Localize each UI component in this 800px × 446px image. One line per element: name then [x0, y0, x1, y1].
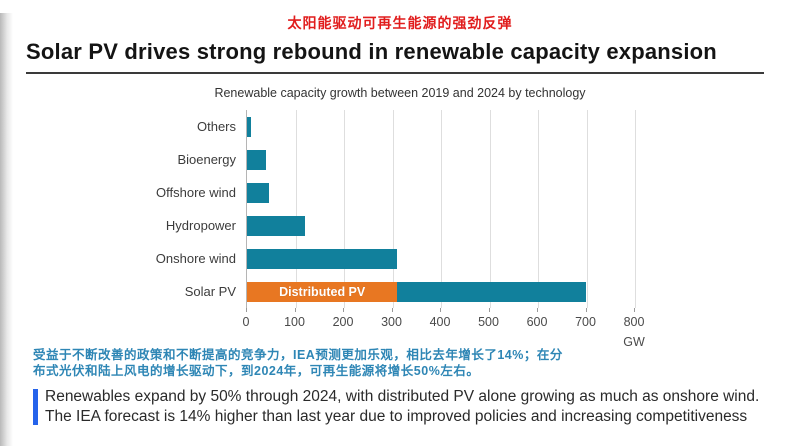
- axis-unit-label: GW: [623, 335, 645, 349]
- category-label-onshore-wind: Onshore wind: [155, 251, 236, 266]
- bar-row-onshore-wind: [247, 242, 635, 275]
- summary-line1: Renewables expand by 50% through 2024, w…: [45, 387, 760, 405]
- bar-segment-distributed-pv: Distributed PV: [247, 281, 398, 302]
- bar-bioenergy: [247, 149, 267, 170]
- bar-segment: [247, 149, 267, 170]
- summary-line2: The IEA forecast is 14% higher than last…: [45, 407, 748, 425]
- axis-tick-label-500: 500: [478, 315, 499, 329]
- axis-tick-100: [294, 308, 296, 312]
- distributed-pv-label: Distributed PV: [279, 284, 366, 299]
- axis-tick-label-200: 200: [332, 315, 354, 329]
- bar-segment: [247, 116, 251, 137]
- gridline-800: [635, 110, 636, 308]
- axis-tick-label-400: 400: [429, 315, 451, 329]
- bar-segment: [397, 281, 587, 302]
- bar-hydropower: [247, 215, 306, 236]
- plot-area: Distributed PV: [246, 110, 636, 308]
- bar-offshore-wind: [247, 182, 269, 203]
- axis-tick-600: [537, 308, 538, 312]
- axis-tick-500: [488, 308, 490, 312]
- bar-row-solar-pv: Distributed PV: [247, 275, 635, 308]
- gridline-700: [586, 110, 588, 308]
- gridline-500: [489, 110, 491, 308]
- chart-title: Renewable capacity growth between 2019 a…: [214, 86, 586, 100]
- gridline-600: [538, 110, 539, 308]
- category-axis: Others Bioenergy Offshore wind Hydropower On…: [146, 110, 246, 308]
- bar-row-bioenergy: [247, 143, 635, 176]
- axis-tick-label-800: 800: [623, 315, 645, 329]
- gridline-400: [441, 110, 442, 308]
- axis-tick-label-700: 700: [575, 315, 596, 329]
- axis-tick-label-600: 600: [526, 315, 548, 329]
- renewable-capacity-chart: Others Bioenergy Offshore wind Hydropower On…: [146, 110, 646, 349]
- page-edge-shadow: [0, 13, 13, 446]
- category-label-hydropower: Hydropower: [165, 218, 236, 233]
- callout-accent-bar: [33, 388, 38, 425]
- page-title: Solar PV drives strong rebound in renewa…: [26, 39, 717, 64]
- axis-tick-700: [585, 308, 587, 312]
- bar-row-others: [247, 110, 635, 143]
- bar-row-hydropower: [247, 209, 635, 242]
- axis-tick-0: [246, 308, 247, 312]
- axis-tick-300: [391, 308, 393, 312]
- value-axis: 0 100 200 300 400 500 600 700 800 GW: [242, 308, 645, 349]
- bar-others: [247, 116, 251, 137]
- axis-tick-label-300: 300: [381, 315, 402, 329]
- axis-tick-label-100: 100: [284, 315, 305, 329]
- axis-tick-400: [440, 308, 441, 312]
- bar-onshore-wind: [247, 248, 398, 269]
- axis-tick-200: [343, 308, 344, 312]
- bar-segment: [247, 182, 269, 203]
- chinese-title: 太阳能驱动可再生能源的强劲反弹: [287, 15, 513, 31]
- chinese-footnote-line2: 布式光伏和陆上风电的增长驱动下，到2024年，可再生能源将增长50%左右。: [33, 364, 480, 379]
- bar-solar-pv: Distributed PV: [247, 281, 587, 302]
- headline-divider: [26, 72, 764, 74]
- chinese-footnote: 受益于不断改善的政策和不断提高的竞争力，IEA预测更加乐观，相比去年增长了14%…: [33, 347, 800, 380]
- gridline-200: [344, 110, 345, 308]
- category-label-solar-pv: Solar PV: [184, 284, 236, 299]
- category-label-bioenergy: Bioenergy: [177, 152, 236, 167]
- summary-callout: Renewables expand by 50% through 2024, w…: [33, 387, 800, 427]
- category-label-offshore-wind: Offshore wind: [156, 185, 236, 200]
- bar-segment: [247, 215, 306, 236]
- gridline-300: [392, 110, 394, 308]
- gridline-100: [295, 110, 297, 308]
- bar-segment: [247, 248, 398, 269]
- bar-row-offshore-wind: [247, 176, 635, 209]
- axis-tick-800: [634, 308, 635, 312]
- category-label-others: Others: [196, 119, 236, 134]
- axis-tick-label-0: 0: [242, 315, 250, 329]
- chinese-footnote-line1: 受益于不断改善的政策和不断提高的竞争力，IEA预测更加乐观，相比去年增长了14%…: [33, 348, 563, 362]
